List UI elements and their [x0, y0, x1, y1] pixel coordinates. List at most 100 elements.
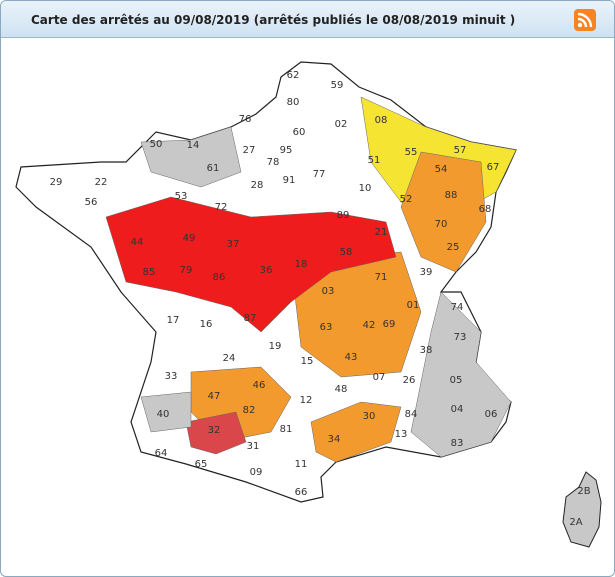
- department-label: 10: [359, 183, 372, 194]
- department-label: 57: [454, 145, 467, 156]
- department-label: 33: [165, 371, 178, 382]
- department-label: 78: [267, 157, 280, 168]
- department-label: 72: [215, 202, 228, 213]
- department-label: 77: [313, 169, 326, 180]
- department-label: 32: [208, 425, 221, 436]
- department-label: 27: [243, 145, 256, 156]
- department-label: 43: [345, 352, 358, 363]
- department-label: 84: [405, 409, 418, 420]
- department-label: 55: [405, 147, 418, 158]
- department-label: 91: [283, 175, 296, 186]
- department-label: 04: [451, 404, 464, 415]
- title: Carte des arrêtés au 09/08/2019 (arrêtés…: [31, 13, 516, 27]
- zone-gray-alps: [410, 291, 512, 458]
- department-label: 58: [340, 247, 353, 258]
- department-label: 36: [260, 265, 273, 276]
- zone-orange-east: [400, 151, 487, 273]
- department-label: 70: [435, 219, 448, 230]
- department-label: 34: [328, 434, 341, 445]
- department-label: 19: [269, 341, 282, 352]
- department-label: 07: [373, 372, 386, 383]
- department-label: 40: [157, 409, 170, 420]
- department-label: 16: [200, 319, 213, 330]
- department-label: 02: [335, 119, 348, 130]
- department-label: 65: [195, 459, 208, 470]
- department-label: 86: [213, 272, 226, 283]
- department-label: 42: [363, 320, 376, 331]
- department-label: 06: [485, 409, 498, 420]
- department-label: 76: [239, 114, 252, 125]
- department-label: 44: [131, 237, 144, 248]
- department-label: 68: [479, 204, 492, 215]
- department-label: 81: [280, 424, 293, 435]
- department-label: 47: [208, 391, 221, 402]
- department-label: 59: [331, 80, 344, 91]
- department-label: 51: [368, 155, 381, 166]
- department-label: 50: [150, 139, 163, 150]
- department-label: 53: [175, 191, 188, 202]
- zone-red-west: [105, 196, 397, 333]
- zone-gray-bordeaux: [140, 391, 192, 433]
- department-label: 62: [287, 70, 300, 81]
- department-label: 21: [375, 227, 388, 238]
- department-label: 01: [407, 300, 420, 311]
- department-label: 05: [450, 375, 463, 386]
- department-label: 18: [295, 259, 308, 270]
- department-label: 54: [435, 164, 448, 175]
- department-label: 08: [375, 115, 388, 126]
- rss-button[interactable]: [574, 9, 596, 31]
- department-label: 03: [322, 286, 335, 297]
- department-label: 24: [223, 353, 236, 364]
- header-bar: Carte des arrêtés au 09/08/2019 (arrêtés…: [1, 1, 614, 38]
- department-label: 15: [301, 356, 314, 367]
- department-label: 13: [395, 429, 408, 440]
- department-label: 2B: [577, 486, 590, 497]
- department-label: 83: [451, 438, 464, 449]
- department-label: 69: [383, 319, 396, 330]
- rss-icon[interactable]: [574, 9, 596, 31]
- department-label: 67: [487, 162, 500, 173]
- department-label: 2A: [569, 517, 582, 528]
- department-label: 64: [155, 448, 168, 459]
- department-label: 31: [247, 441, 260, 452]
- department-label: 52: [400, 194, 413, 205]
- department-label: 74: [451, 302, 464, 313]
- department-label: 61: [207, 163, 220, 174]
- department-label: 28: [251, 180, 264, 191]
- department-label: 46: [253, 380, 266, 391]
- zone-red-gers: [185, 411, 247, 455]
- department-label: 09: [250, 467, 263, 478]
- department-label: 63: [320, 322, 333, 333]
- department-label: 66: [295, 487, 308, 498]
- department-label: 17: [167, 315, 180, 326]
- department-label: 82: [243, 405, 256, 416]
- department-label: 56: [85, 197, 98, 208]
- department-label: 29: [50, 177, 63, 188]
- department-label: 49: [183, 233, 196, 244]
- department-label: 37: [227, 239, 240, 250]
- department-label: 11: [295, 459, 308, 470]
- department-label: 12: [300, 395, 313, 406]
- department-label: 26: [403, 375, 416, 386]
- department-label: 48: [335, 384, 348, 395]
- department-label: 30: [363, 411, 376, 422]
- department-label: 71: [375, 272, 388, 283]
- zone-gray-north: [140, 126, 242, 188]
- department-label: 85: [143, 267, 156, 278]
- department-label: 88: [445, 190, 458, 201]
- department-label: 14: [187, 140, 200, 151]
- zone-orange-center: [290, 251, 422, 378]
- department-label: 95: [280, 145, 293, 156]
- department-label: 25: [447, 242, 460, 253]
- department-label: 79: [180, 265, 193, 276]
- department-label: 39: [420, 267, 433, 278]
- department-label: 80: [287, 97, 300, 108]
- department-label: 60: [293, 127, 306, 138]
- department-label: 73: [454, 332, 467, 343]
- department-label: 22: [95, 177, 108, 188]
- zone-orange-south: [310, 401, 402, 463]
- department-label: 38: [420, 345, 433, 356]
